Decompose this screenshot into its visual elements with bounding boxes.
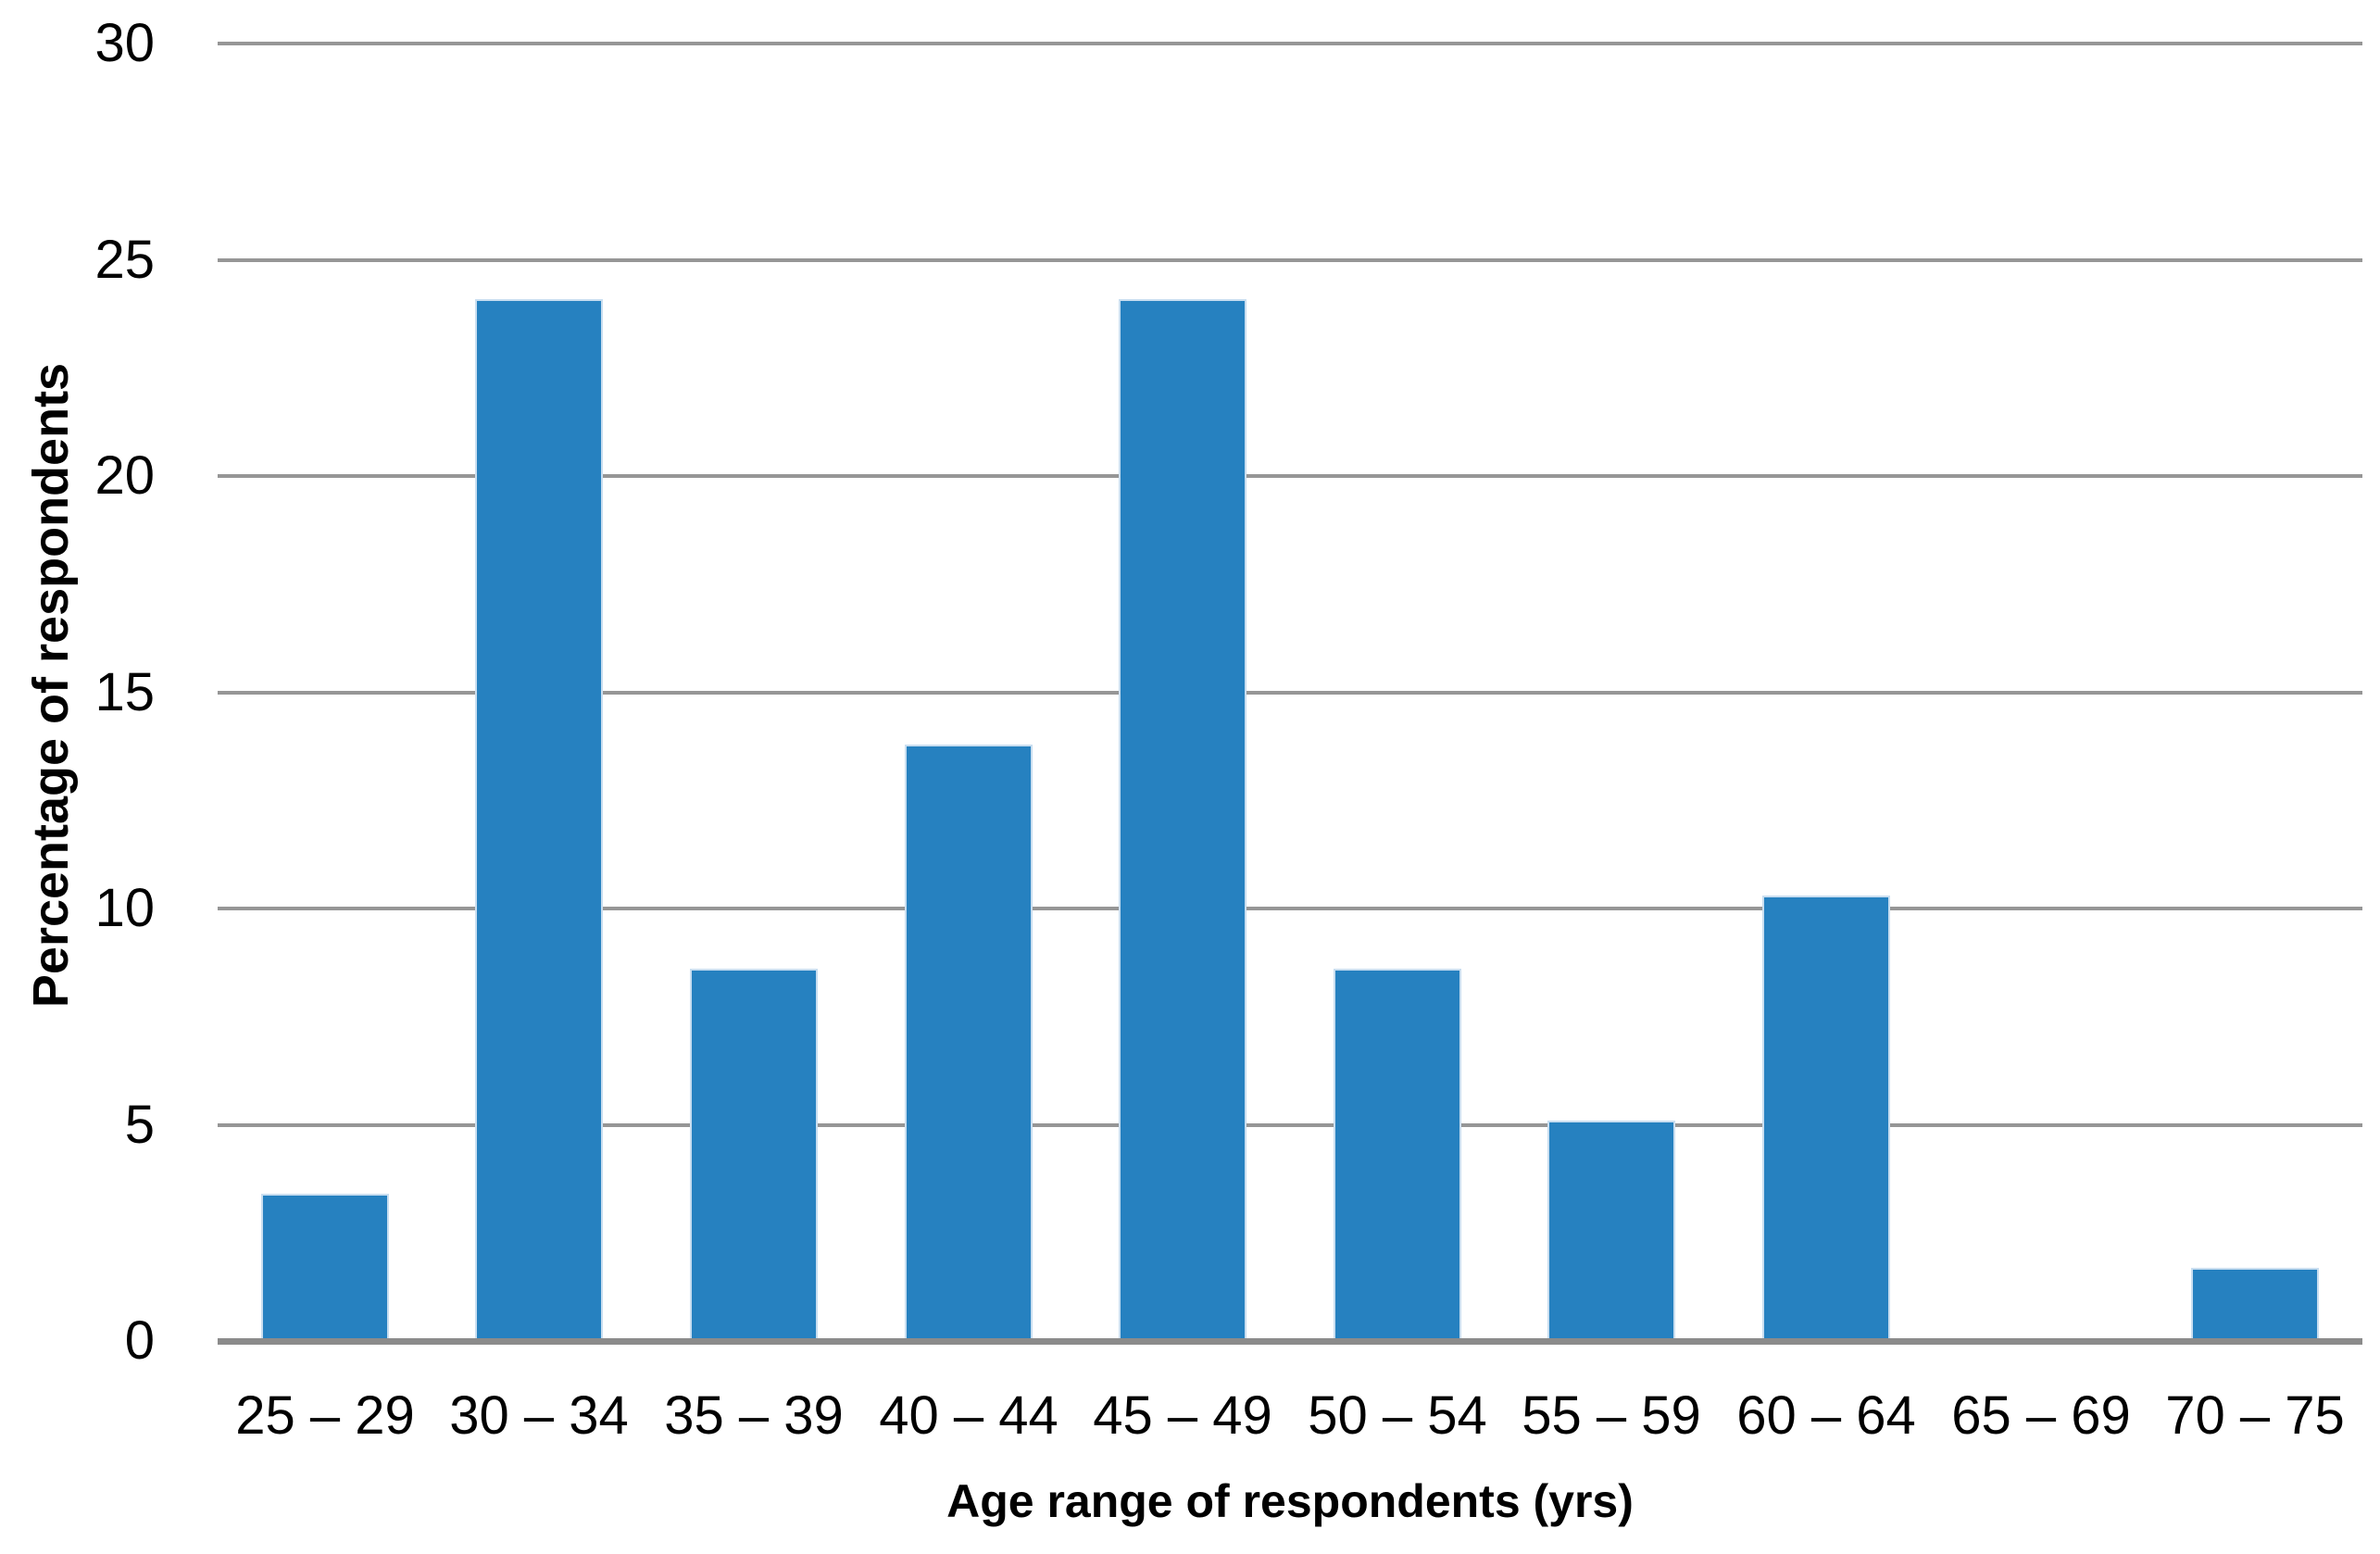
bar-40-44 <box>905 745 1033 1341</box>
bar-55-59 <box>1547 1121 1675 1341</box>
x-tick-label-70-75: 70 – 75 <box>2165 1385 2345 1446</box>
y-tick-label-5: 5 <box>124 1095 155 1155</box>
x-axis-title: Age range of respondents (yrs) <box>946 1475 1634 1527</box>
gridline-5 <box>218 1123 2362 1127</box>
x-tick-label-30-34: 30 – 34 <box>449 1385 629 1446</box>
y-tick-label-15: 15 <box>94 662 155 722</box>
x-tick-label-65-69: 65 – 69 <box>1951 1385 2131 1446</box>
x-tick-label-40-44: 40 – 44 <box>879 1385 1058 1446</box>
x-tick-label-35-39: 35 – 39 <box>664 1385 844 1446</box>
y-tick-label-20: 20 <box>94 445 155 506</box>
x-tick-label-45-49: 45 – 49 <box>1093 1385 1272 1446</box>
y-tick-label-10: 10 <box>94 878 155 938</box>
bar-45-49 <box>1119 299 1246 1341</box>
bar-60-64 <box>1762 896 1890 1341</box>
gridline-20 <box>218 474 2362 478</box>
x-tick-label-60-64: 60 – 64 <box>1736 1385 1916 1446</box>
y-tick-label-25: 25 <box>94 230 155 290</box>
bar-35-39 <box>690 969 818 1341</box>
bar-25-29 <box>261 1194 389 1341</box>
x-tick-label-50-54: 50 – 54 <box>1308 1385 1487 1446</box>
bar-30-34 <box>475 299 603 1341</box>
gridline-10 <box>218 907 2362 910</box>
gridline-25 <box>218 258 2362 262</box>
y-tick-label-0: 0 <box>124 1310 155 1371</box>
y-tick-label-30: 30 <box>94 13 155 73</box>
x-axis-line <box>218 1338 2362 1345</box>
gridline-30 <box>218 42 2362 45</box>
bar-70-75 <box>2191 1268 2319 1341</box>
gridline-15 <box>218 691 2362 695</box>
x-tick-label-55-59: 55 – 59 <box>1522 1385 1701 1446</box>
bar-50-54 <box>1334 969 1461 1341</box>
x-tick-label-25-29: 25 – 29 <box>235 1385 415 1446</box>
